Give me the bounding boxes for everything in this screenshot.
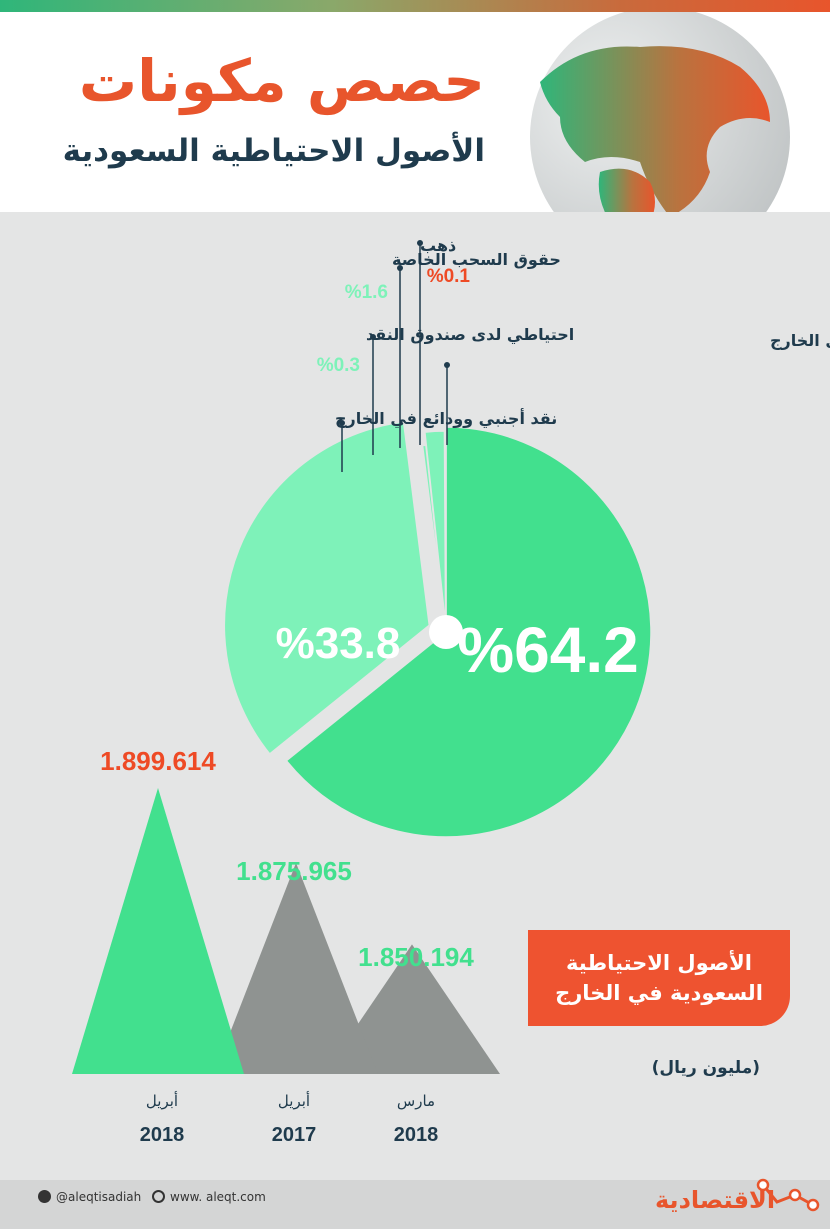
callout-dot [339,420,345,426]
twitter-icon [38,1190,51,1203]
callout-dot [417,240,423,246]
slice-category-label: استثمارات في أوراق مالية في الخارج [770,330,830,351]
brand-chart-icon [756,1178,820,1212]
chart-title-line-2: السعودية في الخارج [555,981,763,1005]
mountain-mark [72,788,244,1074]
mountain-mark [324,944,500,1074]
callout-dot [370,334,376,340]
social-handle[interactable]: @aleqtisadiah [38,1190,141,1204]
x-tick-year: 2018 [394,1124,439,1146]
data-value-label: 1.850.194 [358,942,474,972]
callout-dot [397,265,403,271]
data-value-label: 1.899.614 [100,746,216,776]
x-tick-month: أبريل [146,1091,178,1110]
footer: @aleqtisadiah www. aleqt.com [0,1180,830,1229]
x-tick-month: أبريل [278,1091,310,1110]
globe-illustration [530,12,790,212]
charts-canvas: %64.2 %33.8 استثمارات في أوراق مالية في ال… [72,236,830,1146]
slice-value-label: %0.1 [427,266,471,287]
slice-value-label: %64.2 [457,614,638,686]
mountain-chart: 1.899.614 1.875.965 1.850.194 أبريل 2018 أبري… [72,746,500,1146]
slice-category-label: احتياطي لدى صندوق النقد [366,325,574,345]
slice-category-label: نقد أجنبي وودائع في الخارج [335,408,557,429]
chart-title-box: الأصول الاحتياطية السعودية في الخارج [528,930,790,1026]
slice-category-label: حقوق السحب الخاصة [392,250,561,269]
header: حصص مكونات الأصول الاحتياطية السعودية [0,12,830,212]
slice-value-label: %0.3 [317,355,360,376]
mountain-mark [214,862,378,1074]
data-value-label: 1.875.965 [236,856,352,886]
slice-value-label: %1.6 [345,282,388,303]
pie-slice [443,427,447,629]
pie-slice [223,421,431,756]
social-handle-text: @aleqtisadiah [56,1190,142,1204]
x-tick-year: 2018 [140,1124,185,1146]
callout-dot [444,362,450,368]
top-gradient-bar [0,0,830,12]
slice-value-label: %33.8 [276,619,401,668]
globe-icon [152,1190,165,1203]
website-text: www. aleqt.com [170,1190,266,1204]
brand-logo: الاقتصادية [655,1186,776,1214]
x-tick-month: مارس [397,1092,435,1110]
page-title: حصص مكونات [78,47,485,115]
pie-slice [285,426,652,838]
unit-label: (مليون ريال) [651,1058,760,1078]
x-tick-year: 2017 [272,1124,317,1146]
website-link[interactable]: www. aleqt.com [152,1190,266,1204]
slice-category-label: ذهب [420,236,456,255]
pie-slice [424,430,447,627]
page-subtitle: الأصول الاحتياطية السعودية [62,133,485,169]
chart-title-line-1: الأصول الاحتياطية [566,950,752,975]
pie-center-dot [429,615,463,649]
pie-chart: %64.2 %33.8 استثمارات في أوراق مالية في ال… [223,236,830,838]
